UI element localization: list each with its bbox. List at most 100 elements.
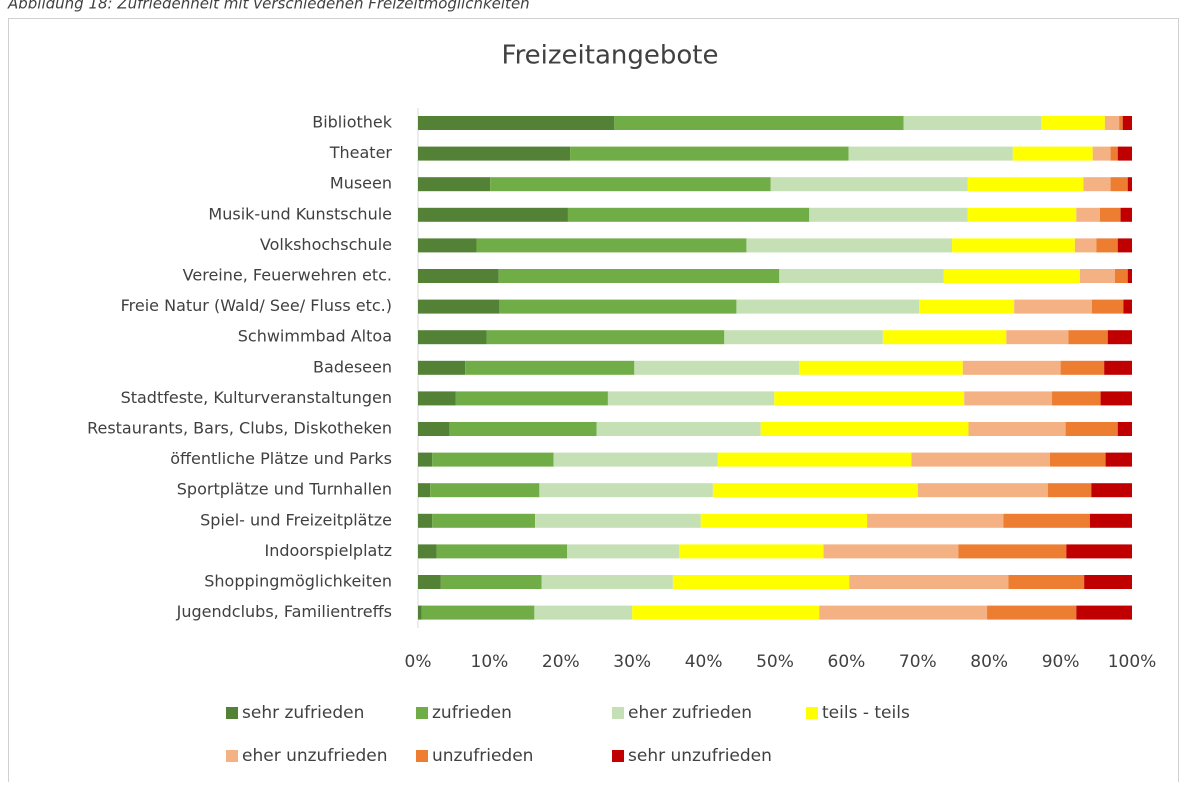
bar-segment bbox=[1107, 330, 1132, 345]
bar-segment bbox=[700, 513, 868, 528]
legend-swatch bbox=[416, 750, 428, 762]
x-tick-label: 80% bbox=[970, 652, 1008, 672]
bar-segment bbox=[774, 391, 965, 406]
bar-segment bbox=[449, 422, 597, 436]
bar-segment bbox=[607, 391, 775, 406]
bar-segment bbox=[418, 299, 500, 314]
bar-segment bbox=[1114, 269, 1128, 283]
bar-segment bbox=[490, 177, 771, 192]
bar-segment bbox=[634, 360, 800, 375]
x-tick-label: 60% bbox=[828, 652, 866, 672]
x-tick-label: 90% bbox=[1042, 652, 1080, 672]
bar-segment bbox=[867, 513, 1004, 528]
x-tick-label: 10% bbox=[471, 652, 509, 672]
bar-segment bbox=[1110, 146, 1118, 161]
bar-segment bbox=[823, 544, 959, 559]
bar-segment bbox=[553, 452, 718, 467]
bar-segment bbox=[1084, 575, 1132, 589]
x-tick-label: 50% bbox=[756, 652, 794, 672]
y-tick-label: Shoppingmöglichkeiten bbox=[204, 572, 392, 591]
bar-segment bbox=[968, 422, 1066, 436]
bar-segment bbox=[1003, 513, 1090, 528]
y-tick-label: Spiel- und Freizeitplätze bbox=[200, 510, 392, 529]
chart-title: Freizeitangebote bbox=[502, 41, 719, 71]
bar-segment bbox=[541, 575, 673, 589]
bar-segment bbox=[440, 575, 542, 589]
bar-segment bbox=[962, 360, 1061, 375]
y-tick-label: Volkshochschule bbox=[260, 235, 392, 254]
y-tick-label: Jugendclubs, Familientreffs bbox=[176, 602, 392, 621]
legend-swatch bbox=[416, 707, 428, 719]
legend-swatch bbox=[612, 707, 624, 719]
bar-segment bbox=[539, 483, 713, 498]
bar-segment bbox=[1117, 238, 1132, 253]
bar-segment bbox=[1083, 177, 1111, 192]
bar-segment bbox=[1068, 330, 1108, 345]
bar-segment bbox=[1041, 116, 1105, 130]
bar-segment bbox=[418, 207, 568, 222]
bar-segment bbox=[1008, 575, 1085, 589]
bar-segment bbox=[614, 116, 904, 130]
x-tick-label: 70% bbox=[899, 652, 937, 672]
bar-segment bbox=[1099, 207, 1121, 222]
bar-segment bbox=[779, 269, 944, 283]
bar-segment bbox=[1123, 299, 1132, 314]
bar-segment bbox=[418, 391, 456, 406]
bar-segment bbox=[1014, 299, 1093, 314]
bar-segment bbox=[418, 513, 433, 528]
caption: Abbildung 18: Zufriedenheit mit verschie… bbox=[7, 0, 530, 13]
bar-segment bbox=[498, 269, 780, 283]
bar-segment bbox=[1100, 391, 1132, 406]
y-tick-label: öffentliche Plätze und Parks bbox=[170, 449, 392, 468]
bar-segment bbox=[436, 544, 568, 559]
y-tick-label: Museen bbox=[330, 174, 392, 193]
x-tick-label: 20% bbox=[542, 652, 580, 672]
bar-segment bbox=[476, 238, 747, 253]
y-tick-label: Sportplätze und Turnhallen bbox=[177, 480, 392, 499]
y-tick-label: Theater bbox=[329, 143, 393, 162]
bar-segment bbox=[418, 116, 615, 130]
legend-label: unzufrieden bbox=[432, 746, 533, 766]
y-tick-label: Vereine, Feuerwehren etc. bbox=[183, 266, 392, 285]
bar-segment bbox=[911, 452, 1050, 467]
bar-segment bbox=[1096, 238, 1118, 253]
bar-segment bbox=[903, 116, 1042, 130]
bar-segment bbox=[760, 422, 969, 436]
bar-segment bbox=[943, 269, 1080, 283]
bar-segment bbox=[967, 177, 1084, 192]
x-tick-label: 30% bbox=[613, 652, 651, 672]
bar-segment bbox=[1065, 422, 1118, 436]
bar-segment bbox=[1047, 483, 1092, 498]
bar-segment bbox=[418, 605, 422, 620]
legend-swatch bbox=[226, 707, 238, 719]
bar-segment bbox=[596, 422, 761, 436]
y-tick-label: Indoorspielplatz bbox=[265, 541, 392, 560]
legend-swatch bbox=[612, 750, 624, 762]
bar-segment bbox=[882, 330, 1007, 345]
bar-segment bbox=[430, 483, 540, 498]
legend-label: zufrieden bbox=[432, 703, 512, 723]
bar-segment bbox=[432, 452, 554, 467]
bar-segment bbox=[1104, 116, 1120, 130]
legend-label: sehr zufrieden bbox=[242, 703, 364, 723]
bar-segment bbox=[1066, 544, 1132, 559]
bar-segment bbox=[418, 360, 466, 375]
bar-segment bbox=[1074, 238, 1097, 253]
bar-segment bbox=[1117, 146, 1132, 161]
bar-segment bbox=[717, 452, 912, 467]
bar-segment bbox=[1089, 513, 1132, 528]
y-tick-label: Bibliothek bbox=[312, 113, 393, 132]
bar-segment bbox=[746, 238, 953, 253]
bar-segment bbox=[1092, 299, 1124, 314]
bar-segment bbox=[1060, 360, 1105, 375]
bar-segment bbox=[770, 177, 968, 192]
bar-segment bbox=[1105, 452, 1132, 467]
bar-segment bbox=[1104, 360, 1132, 375]
bar-segment bbox=[418, 146, 571, 161]
bar-segment bbox=[418, 575, 441, 589]
y-tick-label: Freie Natur (Wald/ See/ Fluss etc.) bbox=[121, 296, 392, 315]
y-tick-label: Stadtfeste, Kulturveranstaltungen bbox=[121, 388, 392, 407]
bar-segment bbox=[1079, 269, 1115, 283]
